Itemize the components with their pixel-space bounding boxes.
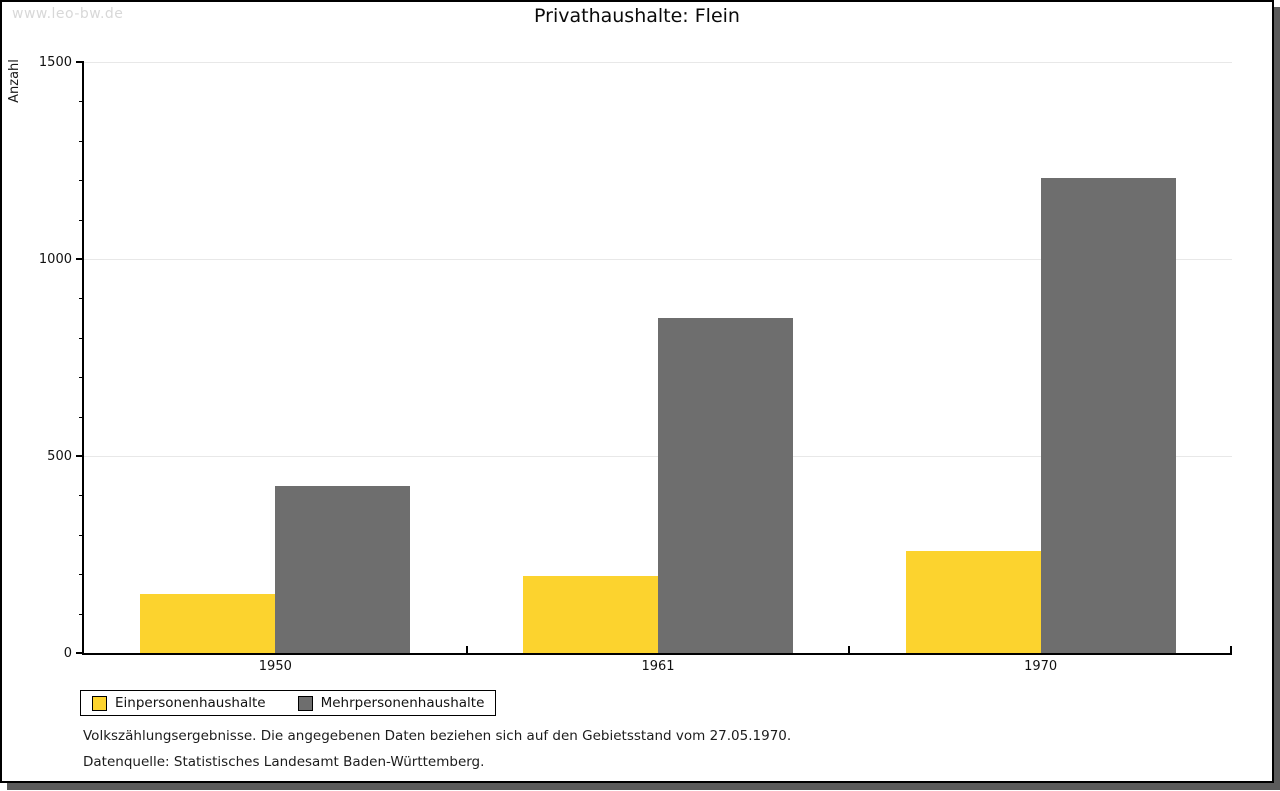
legend-label: Einpersonenhaushalte	[115, 695, 266, 711]
legend-swatch-icon	[297, 695, 313, 711]
legend: Einpersonenhaushalte Mehrpersonenhaushalt…	[80, 690, 497, 716]
y-axis-major-tick	[76, 258, 84, 260]
y-axis-major-tick	[76, 455, 84, 457]
bar-einpersonenhaushalte	[140, 593, 276, 653]
y-axis-minor-tick	[79, 534, 84, 536]
legend-item: Einpersonenhaushalte	[92, 695, 266, 711]
y-axis-minor-tick	[79, 377, 84, 379]
y-axis-tick-label: 1000	[38, 252, 72, 267]
y-axis-tick-label: 1500	[38, 55, 72, 70]
legend-item: Mehrpersonenhaushalte	[297, 695, 485, 711]
footnotes: Volkszählungsergebnisse. Die angegebenen…	[83, 728, 791, 780]
bar-einpersonenhaushalte	[905, 550, 1041, 653]
y-axis-line	[82, 62, 84, 655]
x-axis-boundary-tick	[1230, 646, 1232, 653]
footnote-data-source: Datenquelle: Statistisches Landesamt Bad…	[83, 754, 485, 770]
y-axis-minor-tick	[79, 613, 84, 615]
x-axis-category-label: 1961	[641, 659, 675, 674]
y-axis-major-tick	[76, 61, 84, 63]
bar-einpersonenhaushalte	[523, 576, 658, 653]
y-axis-minor-tick	[79, 416, 84, 418]
chart-title: Privathaushalte: Flein	[534, 5, 740, 27]
y-axis-minor-tick	[79, 298, 84, 300]
y-axis-minor-tick	[79, 140, 84, 142]
y-gridline	[84, 62, 1232, 63]
x-axis-category-label: 1970	[1024, 659, 1058, 674]
y-axis-tick-label: 500	[47, 449, 72, 464]
x-axis-line	[82, 653, 1232, 655]
watermark: www.leo-bw.de	[12, 6, 124, 22]
x-axis-boundary-tick	[465, 646, 468, 653]
x-axis-category-label: 1950	[258, 659, 292, 674]
legend-label: Mehrpersonenhaushalte	[320, 695, 485, 711]
y-axis-minor-tick	[79, 337, 84, 339]
y-gridline	[84, 259, 1232, 260]
y-axis-minor-tick	[79, 219, 84, 221]
y-axis-minor-tick	[79, 495, 84, 497]
x-axis-boundary-tick	[848, 646, 851, 653]
y-axis-tick-label: 0	[63, 646, 72, 661]
y-axis-minor-tick	[79, 101, 84, 103]
bar-mehrpersonenhaushalte	[275, 485, 411, 653]
plot-area: 0 500 1000 1500 1950 1961 1970	[2, 2, 1272, 781]
y-axis-minor-tick	[79, 180, 84, 182]
y-axis-major-tick	[76, 652, 84, 654]
bar-mehrpersonenhaushalte	[1040, 178, 1176, 653]
legend-swatch-icon	[92, 695, 107, 711]
footnote-source-note: Volkszählungsergebnisse. Die angegebenen…	[83, 728, 792, 744]
bar-mehrpersonenhaushalte	[658, 318, 793, 653]
y-axis-minor-tick	[79, 574, 84, 576]
